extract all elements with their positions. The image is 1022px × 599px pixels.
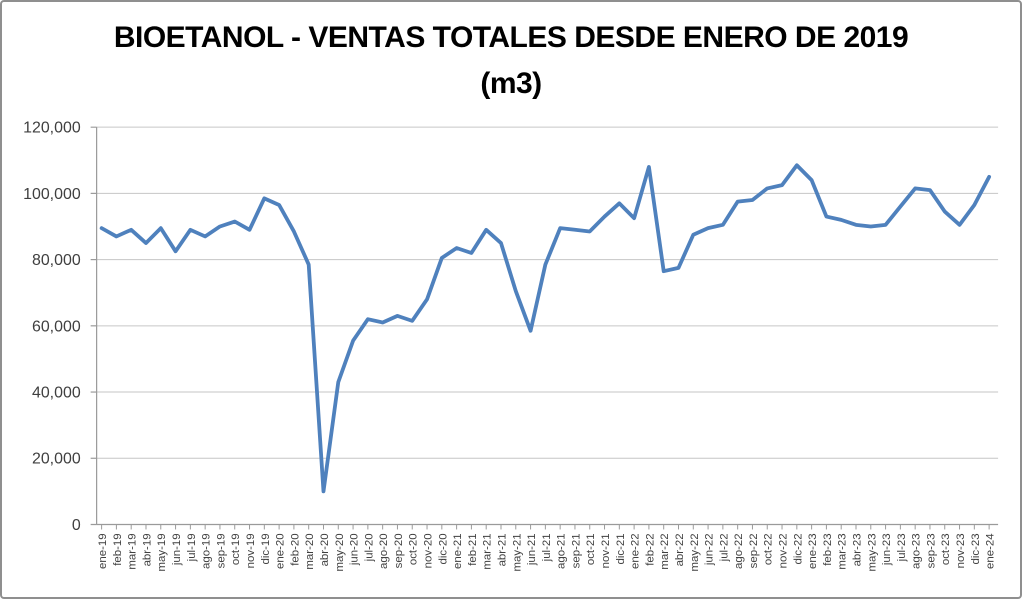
x-axis-label: ene-19 bbox=[97, 533, 109, 569]
x-axis-label: dic-20 bbox=[437, 533, 449, 564]
x-axis-label: may-19 bbox=[156, 533, 168, 571]
x-axis-label: ago-21 bbox=[556, 533, 568, 569]
x-axis-label: ago-20 bbox=[378, 533, 390, 569]
x-axis-label: jun-21 bbox=[526, 533, 538, 566]
x-axis-label: oct-21 bbox=[585, 533, 597, 565]
x-axis-label: sep-20 bbox=[393, 533, 405, 568]
y-axis-label: 0 bbox=[72, 517, 81, 534]
x-axis-label: feb-19 bbox=[112, 533, 124, 565]
x-axis-label: mar-23 bbox=[837, 533, 849, 569]
x-axis-label: mar-22 bbox=[659, 533, 671, 569]
x-axis-label: may-23 bbox=[866, 533, 878, 571]
x-axis-label: oct-23 bbox=[940, 533, 952, 565]
chart-title: BIOETANOL - VENTAS TOTALES DESDE ENERO D… bbox=[2, 15, 1020, 107]
x-axis-label: sep-21 bbox=[570, 533, 582, 568]
y-axis-label: 40,000 bbox=[32, 385, 81, 402]
x-axis-label: jul-22 bbox=[718, 533, 730, 562]
y-axis-label: 120,000 bbox=[23, 120, 81, 137]
x-axis-label: abr-23 bbox=[851, 533, 863, 566]
x-axis-label: dic-23 bbox=[970, 533, 982, 564]
x-axis-label: abr-21 bbox=[496, 533, 508, 566]
x-axis-label: sep-22 bbox=[748, 533, 760, 568]
x-axis-label: nov-19 bbox=[245, 533, 257, 568]
x-axis-label: ene-23 bbox=[807, 533, 819, 569]
x-axis-label: jun-19 bbox=[171, 533, 183, 566]
data-series-line bbox=[99, 163, 992, 494]
x-axis-label: mar-19 bbox=[127, 533, 139, 569]
x-axis-label: jun-23 bbox=[881, 533, 893, 566]
x-axis-label: may-20 bbox=[334, 533, 346, 571]
y-axis-label: 60,000 bbox=[32, 318, 81, 335]
y-axis-label: 20,000 bbox=[32, 451, 81, 468]
x-axis-label: dic-21 bbox=[615, 533, 627, 564]
x-axis-label: dic-19 bbox=[260, 533, 272, 564]
x-axis-label: ene-24 bbox=[985, 533, 997, 569]
x-axis-label: sep-19 bbox=[215, 533, 227, 568]
x-axis-label: jul-23 bbox=[896, 533, 908, 562]
x-axis-label: feb-22 bbox=[644, 533, 656, 565]
x-axis-label: mar-20 bbox=[304, 533, 316, 569]
x-axis-label: nov-23 bbox=[955, 533, 967, 568]
x-axis-label: jul-19 bbox=[186, 533, 198, 562]
x-axis-label: jun-20 bbox=[349, 533, 361, 566]
x-axis-label: abr-22 bbox=[674, 533, 686, 566]
x-axis-label: ene-20 bbox=[275, 533, 287, 569]
x-axis-label: feb-21 bbox=[467, 533, 479, 565]
x-axis-label: abr-19 bbox=[141, 533, 153, 566]
x-axis-label: may-22 bbox=[689, 533, 701, 571]
chart-title-line-1: BIOETANOL - VENTAS TOTALES DESDE ENERO D… bbox=[113, 21, 909, 54]
x-axis-label: ago-23 bbox=[911, 533, 923, 569]
x-axis-label: nov-22 bbox=[778, 533, 790, 568]
x-axis-label: oct-19 bbox=[230, 533, 242, 565]
x-axis-label: oct-22 bbox=[763, 533, 775, 565]
x-axis-label: nov-21 bbox=[600, 533, 612, 568]
x-axis-label: ago-22 bbox=[733, 533, 745, 569]
x-axis-label: feb-20 bbox=[289, 533, 301, 565]
x-axis-label: nov-20 bbox=[422, 533, 434, 568]
x-axis-label: ago-19 bbox=[201, 533, 213, 569]
x-axis-label: sep-23 bbox=[925, 533, 937, 568]
chart-title-line-2: (m3) bbox=[480, 67, 542, 100]
x-axis-label: ene-21 bbox=[452, 533, 464, 569]
x-axis-label: abr-20 bbox=[319, 533, 331, 566]
x-axis-label: may-21 bbox=[511, 533, 523, 571]
y-axis-label: 100,000 bbox=[23, 186, 81, 203]
x-axis-label: jun-22 bbox=[704, 533, 716, 566]
y-axis-label: 80,000 bbox=[32, 252, 81, 269]
x-axis-label: ene-22 bbox=[630, 533, 642, 569]
x-axis-label: dic-22 bbox=[792, 533, 804, 564]
x-axis-label: oct-20 bbox=[408, 533, 420, 565]
x-axis-label: mar-21 bbox=[482, 533, 494, 569]
x-axis-label: jul-20 bbox=[363, 533, 375, 562]
x-axis-label: feb-23 bbox=[822, 533, 834, 565]
x-axis-label: jul-21 bbox=[541, 533, 553, 562]
